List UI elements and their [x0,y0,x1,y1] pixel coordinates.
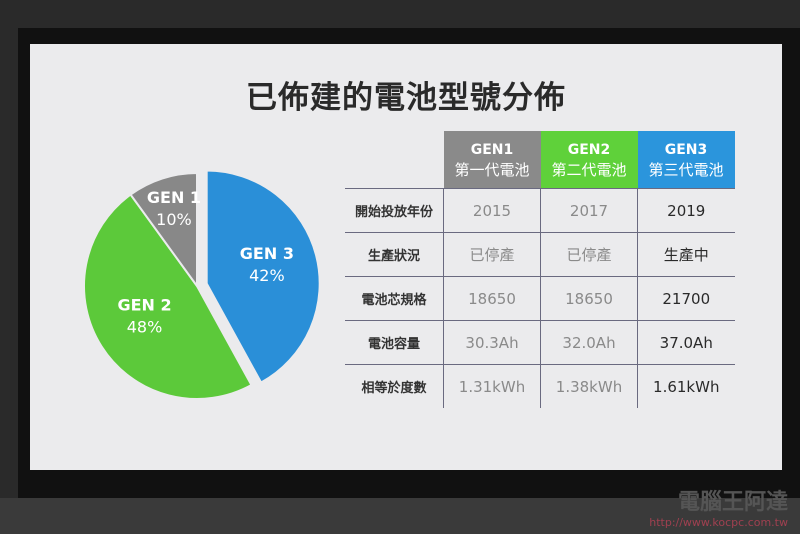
cell-gen2: 已停產 [540,232,638,277]
table-row: 電池容量 30.3Ah 32.0Ah 37.0Ah [345,320,735,365]
cell-gen2: 1.38kWh [540,364,638,408]
table-row: 開始投放年份 2015 2017 2019 [345,188,735,233]
cell-gen3: 21700 [637,276,735,321]
header-name: 第三代電池 [648,160,724,179]
table-row: 電池芯規格 18650 18650 21700 [345,276,735,321]
watermark-name: 電腦王阿達 [677,490,788,515]
cell-gen2: 2017 [540,188,638,233]
battery-table: GEN1 第一代電池 GEN2 第二代電池 GEN3 第三代電池 開始投放年份 2015 20… [345,131,735,408]
cell-gen1: 30.3Ah [443,320,541,365]
row-label: 生產狀況 [345,232,444,277]
watermark-url: http://www.kocpc.com.tw [649,516,788,529]
slide: 已佈建的電池型號分佈 GEN 3 42% GEN 2 48% GEN 1 10% GEN1… [30,44,782,470]
cell-gen3: 生產中 [637,232,735,277]
cell-gen1: 已停產 [443,232,541,277]
pie-name: GEN 2 [117,295,171,314]
pie-name: GEN 1 [147,188,201,207]
pie-chart: GEN 3 42% GEN 2 48% GEN 1 10% [83,169,321,400]
header-gen1: GEN1 第一代電池 [443,131,541,189]
header-code: GEN3 [664,141,708,158]
header-gen3: GEN3 第三代電池 [637,131,735,189]
row-label: 開始投放年份 [345,188,444,233]
pie-slice-gen1 [129,171,198,290]
cell-gen1: 2015 [443,188,541,233]
cell-gen3: 2019 [637,188,735,233]
cell-gen3: 1.61kWh [637,364,735,408]
pie-label: 10% [156,210,192,229]
window-frame [0,498,800,534]
table-row: 生產狀況 已停產 已停產 生產中 [345,232,735,277]
header-code: GEN2 [567,141,611,158]
pie-slice-gen2 [83,193,253,400]
header-empty [345,131,444,189]
table-row: 相等於度數 1.31kWh 1.38kWh 1.61kWh [345,364,735,408]
header-name: 第一代電池 [454,160,530,179]
pie-label: 48% [127,317,163,336]
cell-gen2: 18650 [540,276,638,321]
slide-title: 已佈建的電池型號分佈 [246,80,566,116]
cell-gen1: 1.31kWh [443,364,541,408]
header-gen2: GEN2 第二代電池 [540,131,638,189]
row-label: 電池容量 [345,320,444,365]
cell-gen2: 32.0Ah [540,320,638,365]
header-code: GEN1 [470,141,514,158]
row-label: 電池芯規格 [345,276,444,321]
watermark: 電腦王阿達 http://www.kocpc.com.tw [649,484,788,529]
pie-name: GEN 3 [240,244,294,263]
cell-gen1: 18650 [443,276,541,321]
header-name: 第二代電池 [551,160,627,179]
pie-slice-gen3 [205,169,321,384]
row-label: 相等於度數 [345,364,444,408]
cell-gen3: 37.0Ah [637,320,735,365]
pie-label: 42% [249,266,285,285]
